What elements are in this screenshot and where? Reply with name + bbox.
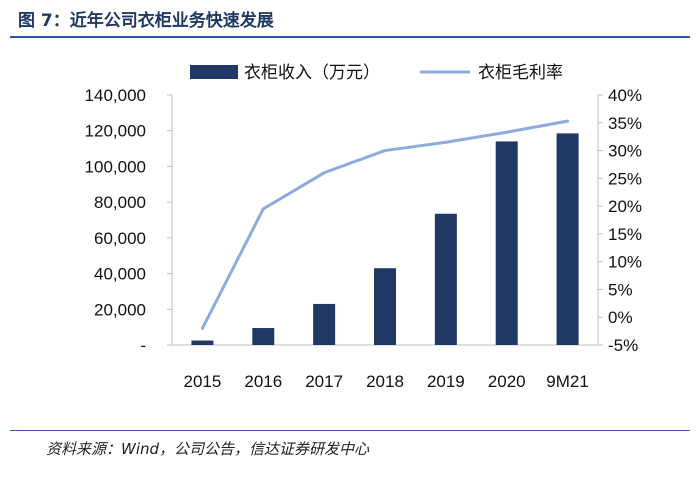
right-tick-label: 15%: [608, 225, 642, 244]
margin-series: [200, 119, 570, 330]
left-tick-label: 120,000: [85, 122, 146, 141]
x-tick-label: 2018: [366, 372, 404, 391]
right-tick-label: 30%: [608, 142, 642, 161]
left-tick-label: 80,000: [94, 193, 146, 212]
revenue-bar: [495, 141, 518, 345]
revenue-bar: [374, 268, 396, 345]
legend-margin-label: 衣柜毛利率: [478, 63, 563, 82]
revenue-margin-chart: 衣柜收入（万元） 衣柜毛利率 - 20,000 40,000 60,000 80,000…: [85, 63, 642, 391]
margin-point: [444, 140, 448, 144]
legend-revenue-swatch: [190, 65, 238, 79]
margin-point: [200, 326, 204, 330]
right-tick-label: 40%: [608, 86, 642, 105]
revenue-bar: [313, 303, 336, 345]
legend: 衣柜收入（万元） 衣柜毛利率: [190, 63, 563, 82]
x-tick-label: 2017: [305, 372, 343, 391]
revenue-bar: [556, 133, 579, 345]
x-tick-label: 2019: [427, 372, 465, 391]
title-rule: [10, 36, 690, 38]
right-tick-label: 5%: [608, 280, 633, 299]
source-rule: [10, 430, 690, 431]
source-note: 资料来源：Wind，公司公告，信达证券研发中心: [46, 440, 370, 458]
right-tick-label: 35%: [608, 114, 642, 133]
revenue-bars: [191, 133, 579, 345]
margin-point: [322, 171, 326, 175]
x-tick-label: 2016: [244, 372, 282, 391]
left-tick-label: 40,000: [94, 265, 146, 284]
left-axis-ticks: - 20,000 40,000 60,000 80,000 100,000 120,000 1…: [85, 86, 172, 355]
x-tick-label: 2020: [488, 372, 526, 391]
left-tick-label: 100,000: [85, 157, 146, 176]
left-tick-label: -: [140, 336, 146, 355]
legend-revenue-label: 衣柜收入（万元）: [244, 63, 380, 82]
x-tick-label: 2015: [184, 372, 222, 391]
right-tick-label: 10%: [608, 253, 642, 272]
revenue-bar: [434, 213, 457, 345]
right-axis-ticks: -5% 0% 5% 10% 15% 20% 25% 30% 35% 40%: [598, 86, 642, 355]
figure-title: 图 7：近年公司衣柜业务快速发展: [18, 11, 274, 31]
margin-point: [566, 119, 570, 123]
right-tick-label: 20%: [608, 197, 642, 216]
margin-point: [383, 149, 387, 153]
revenue-bar: [252, 328, 275, 345]
revenue-bar: [191, 340, 214, 345]
margin-point: [505, 130, 509, 134]
left-tick-label: 20,000: [94, 300, 146, 319]
right-tick-label: 0%: [608, 308, 633, 327]
x-tick-label: 9M21: [546, 372, 589, 391]
right-tick-label: 25%: [608, 169, 642, 188]
left-tick-label: 140,000: [85, 86, 146, 105]
margin-point: [261, 207, 265, 211]
right-tick-label: -5%: [608, 336, 638, 355]
x-axis-ticks: 2015 2016 2017 2018 2019 2020 9M21: [184, 372, 589, 391]
left-tick-label: 60,000: [94, 229, 146, 248]
